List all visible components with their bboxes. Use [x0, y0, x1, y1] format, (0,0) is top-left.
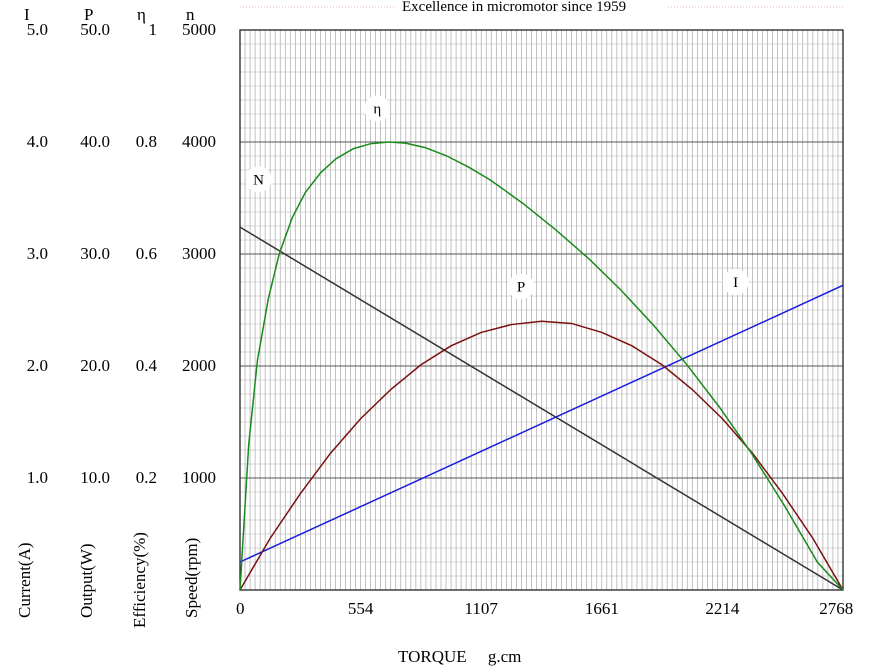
series-label-n: N [253, 172, 264, 188]
y-tick-label: 5.0 [26, 20, 48, 39]
y-tick-label: 0.4 [135, 356, 157, 375]
y-tick-label: 0.2 [135, 468, 157, 487]
y-tick-label: 20.0 [80, 356, 110, 375]
series-line-efficiency [239, 141, 844, 591]
x-tick-label: 1107 [464, 599, 498, 618]
plot-border [239, 29, 844, 591]
x-tick-label: 1661 [584, 599, 619, 618]
y-tick-label: 2.0 [26, 356, 48, 375]
y-tick-label: 0.8 [135, 132, 157, 151]
current-axis-symbol: I [24, 5, 30, 24]
efficiency-axis-symbol: η [137, 5, 146, 24]
y-tick-label: 3000 [182, 244, 216, 263]
y-tick-label: 4.0 [26, 132, 48, 151]
y-tick-label: 3.0 [26, 244, 48, 263]
y-tick-label: 0.6 [135, 244, 157, 263]
y-tick-label: 40.0 [80, 132, 110, 151]
series-label-efficiency-bubble [364, 95, 391, 122]
series-line-n [239, 226, 844, 591]
y-tick-label: 30.0 [80, 244, 110, 263]
series-label-p: P [517, 279, 525, 295]
output-axis-symbol: P [84, 5, 94, 24]
x-tick-label: 2768 [819, 599, 854, 618]
speed-axis-symbol: n [186, 5, 195, 24]
y-tick-label: 50.0 [80, 20, 110, 39]
y-tick-label: 2000 [182, 356, 216, 375]
x-axis-label: TORQUE g.cm [398, 647, 522, 666]
y-tick-label: 1 [148, 20, 158, 39]
series-label-i-bubble [722, 269, 749, 295]
y-tick-label: 1.0 [26, 468, 48, 487]
x-tick-label: 0 [236, 599, 245, 618]
x-tick-label: 554 [347, 599, 374, 618]
y-tick-label: 4000 [182, 132, 216, 151]
series-label-n-bubble [245, 166, 272, 193]
y-tick-label: 10.0 [80, 468, 110, 487]
y-tick-label: 5000 [182, 20, 216, 39]
series-label-i: I [733, 275, 738, 291]
x-tick-label: 2214 [705, 599, 740, 618]
series-label-efficiency: η [373, 101, 381, 117]
y-tick-label: 1000 [182, 468, 216, 487]
series-line-i [239, 284, 844, 563]
series-line-p [239, 320, 844, 591]
chart-title: Excellence in micromotor since 1959 [402, 0, 627, 15]
series-label-p-bubble [508, 273, 535, 300]
